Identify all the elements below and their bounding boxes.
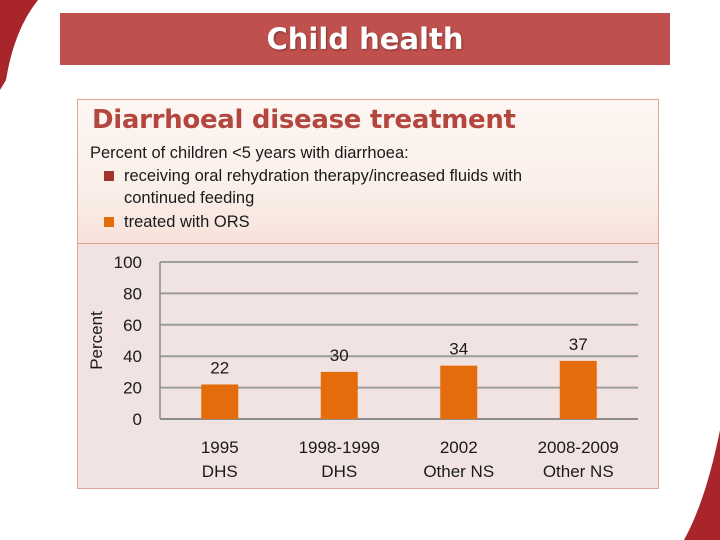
x-category-label: DHS [321,462,357,481]
x-category-label: 2008-2009 [538,438,619,457]
legend-item-ors: treated with ORS [104,211,564,233]
y-tick-label: 0 [133,410,142,429]
bar-3 [559,360,597,419]
y-tick-label: 100 [114,253,142,272]
top-left-decoration [0,0,38,90]
legend-label-ort: receiving oral rehydration therapy/incre… [124,167,523,207]
legend-item-ort: receiving oral rehydration therapy/incre… [104,165,564,209]
chart-panel: Diarrhoeal disease treatment Percent of … [77,99,659,489]
chart-subtitle: Percent of children <5 years with diarrh… [90,144,409,162]
legend-swatch-ort [104,171,114,181]
data-label: 30 [330,346,349,365]
slide-title-bar: Child health [60,13,670,65]
chart-title: Diarrhoeal disease treatment [92,105,516,135]
y-axis-title: Percent [87,311,106,370]
legend-label-ors: treated with ORS [124,213,250,231]
x-category-label: Other NS [423,462,494,481]
x-category-label: Other NS [543,462,614,481]
bar-1 [320,371,358,419]
x-category-label: 1995 [201,438,239,457]
bar-chart-plot: 0 20 40 60 80 100 Percent 22 1995 DHS 30 1998-1999 D… [87,253,638,481]
bar-0 [201,384,239,419]
data-label: 37 [569,335,588,354]
x-category-label: DHS [202,462,238,481]
data-label: 22 [210,358,229,377]
chart-header: Diarrhoeal disease treatment Percent of … [78,100,658,244]
x-category-label: 2002 [440,438,478,457]
y-tick-label: 60 [123,316,142,335]
y-tick-label: 80 [123,284,142,303]
bar-2 [440,365,478,419]
y-tick-label: 20 [123,379,142,398]
y-tick-label: 40 [123,347,142,366]
slide-title: Child health [266,22,464,56]
x-category-label: 1998-1999 [299,438,380,457]
data-label: 34 [449,340,468,359]
legend-swatch-ors [104,217,114,227]
bottom-right-decoration [684,430,720,540]
